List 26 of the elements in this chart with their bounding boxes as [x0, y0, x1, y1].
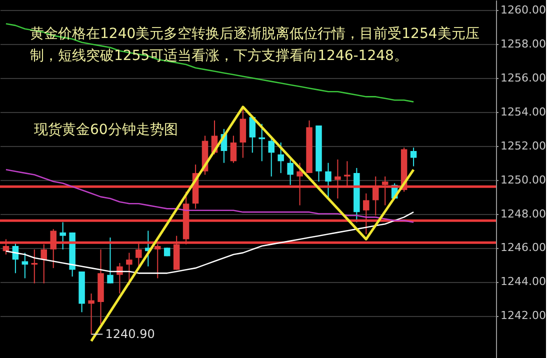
candlestick [116, 262, 123, 294]
y-tick-label: 1260.00 [500, 4, 546, 17]
candlestick [410, 147, 417, 167]
y-tick-label: 1242.00 [500, 309, 546, 322]
line-series [5, 169, 414, 223]
y-tick-label: 1256.00 [500, 72, 546, 85]
candlestick [268, 136, 274, 177]
y-tick-label: 1252.00 [500, 139, 546, 152]
y-tick-label: 1254.00 [500, 105, 546, 118]
candlestick [230, 135, 237, 164]
y-tick-label: 1244.00 [500, 275, 546, 288]
candlestick [60, 222, 66, 250]
annotation: 现货黄金60分钟走势图 [34, 122, 178, 138]
y-tick-label: 1250.00 [500, 173, 546, 186]
candlestick [278, 142, 284, 174]
candlestick [107, 237, 114, 284]
y-tick-label: 1246.00 [500, 241, 546, 254]
candlestick [126, 252, 132, 286]
candlestick [240, 106, 246, 158]
candlestick [88, 293, 94, 335]
annotation: 1240.90 [105, 327, 155, 342]
y-tick-label: 1248.00 [500, 207, 546, 220]
candlestick [325, 162, 332, 200]
y-tick-label: 1258.00 [500, 38, 546, 51]
line-series [90, 106, 415, 342]
candlestick [287, 158, 294, 186]
